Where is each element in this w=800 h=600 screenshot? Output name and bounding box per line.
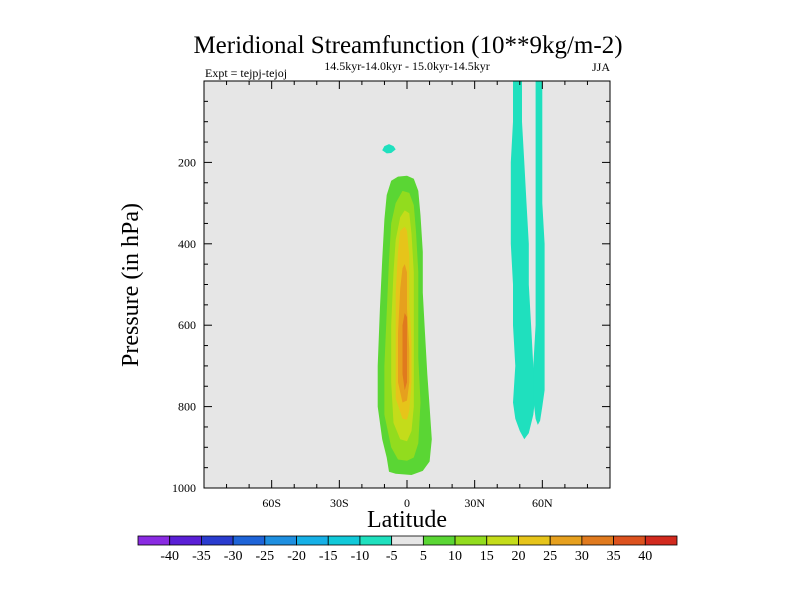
contour-fills — [377, 81, 545, 476]
contour-region-7 — [510, 81, 536, 440]
x-tick-label: 30N — [464, 496, 485, 510]
colorbar-box — [169, 535, 202, 546]
y-tick-label: 600 — [178, 318, 196, 332]
colorbar-box — [549, 535, 583, 546]
colorbar-box — [264, 535, 297, 546]
colorbar-label: -25 — [255, 549, 274, 564]
x-tick-label: 0 — [404, 496, 410, 510]
colorbar-label: -10 — [351, 549, 370, 564]
colorbar-box — [359, 535, 393, 546]
colorbar-box — [486, 535, 519, 546]
colorbar-label: 15 — [480, 549, 494, 564]
colorbar-label: -5 — [386, 549, 398, 564]
y-tick-label: 200 — [178, 155, 196, 169]
contour-region-9 — [382, 144, 396, 154]
colorbar-box — [201, 535, 234, 546]
experiment-label: Expt = tejpj-tejoj — [205, 66, 287, 80]
x-tick-label: 30S — [330, 496, 349, 510]
contour-region-6 — [402, 313, 407, 391]
axis-ticks: 60S 30S 0 30N 60N 200 400 600 800 1000 — [172, 81, 610, 510]
colorbar-box — [454, 535, 488, 546]
period-label: 14.5kyr-14.0kyr - 15.0kyr-14.5kyr — [324, 59, 490, 73]
contour-region-8 — [533, 81, 545, 425]
colorbar-label: 40 — [638, 549, 652, 564]
colorbar: -40 -35 -30 -25 -20 -15 -10 -5 5 10 15 20 25 30 35 40 — [137, 535, 678, 564]
colorbar-box — [422, 535, 456, 546]
y-tick-label: 1000 — [172, 481, 196, 495]
colorbar-label: -15 — [319, 549, 338, 564]
y-axis-label: Pressure (in hPa) — [118, 203, 144, 367]
x-tick-label: 60N — [532, 496, 553, 510]
colorbar-box — [581, 535, 614, 546]
colorbar-box — [613, 535, 646, 546]
colorbar-box — [391, 535, 424, 546]
colorbar-label: -35 — [192, 549, 211, 564]
colorbar-label: -30 — [224, 549, 243, 564]
colorbar-label: 20 — [511, 549, 525, 564]
colorbar-label: 25 — [543, 549, 557, 564]
colorbar-label: 30 — [575, 549, 589, 564]
colorbar-box — [327, 535, 361, 546]
colorbar-box — [518, 535, 551, 546]
colorbar-label: -20 — [287, 549, 306, 564]
x-tick-label: 60S — [262, 496, 281, 510]
colorbar-box — [644, 535, 678, 546]
x-axis-label: Latitude — [367, 507, 447, 533]
chart-title: Meridional Streamfunction (10**9kg/m-2) — [193, 32, 622, 59]
y-tick-label: 400 — [178, 237, 196, 251]
colorbar-label: -40 — [160, 549, 179, 564]
colorbar-label: 10 — [448, 549, 462, 564]
colorbar-box — [296, 535, 329, 546]
season-label: JJA — [592, 60, 610, 74]
y-tick-label: 800 — [178, 400, 196, 414]
colorbar-box — [232, 535, 266, 546]
colorbar-box — [137, 535, 171, 546]
colorbar-label: 35 — [607, 549, 621, 564]
colorbar-label: 5 — [420, 549, 427, 564]
